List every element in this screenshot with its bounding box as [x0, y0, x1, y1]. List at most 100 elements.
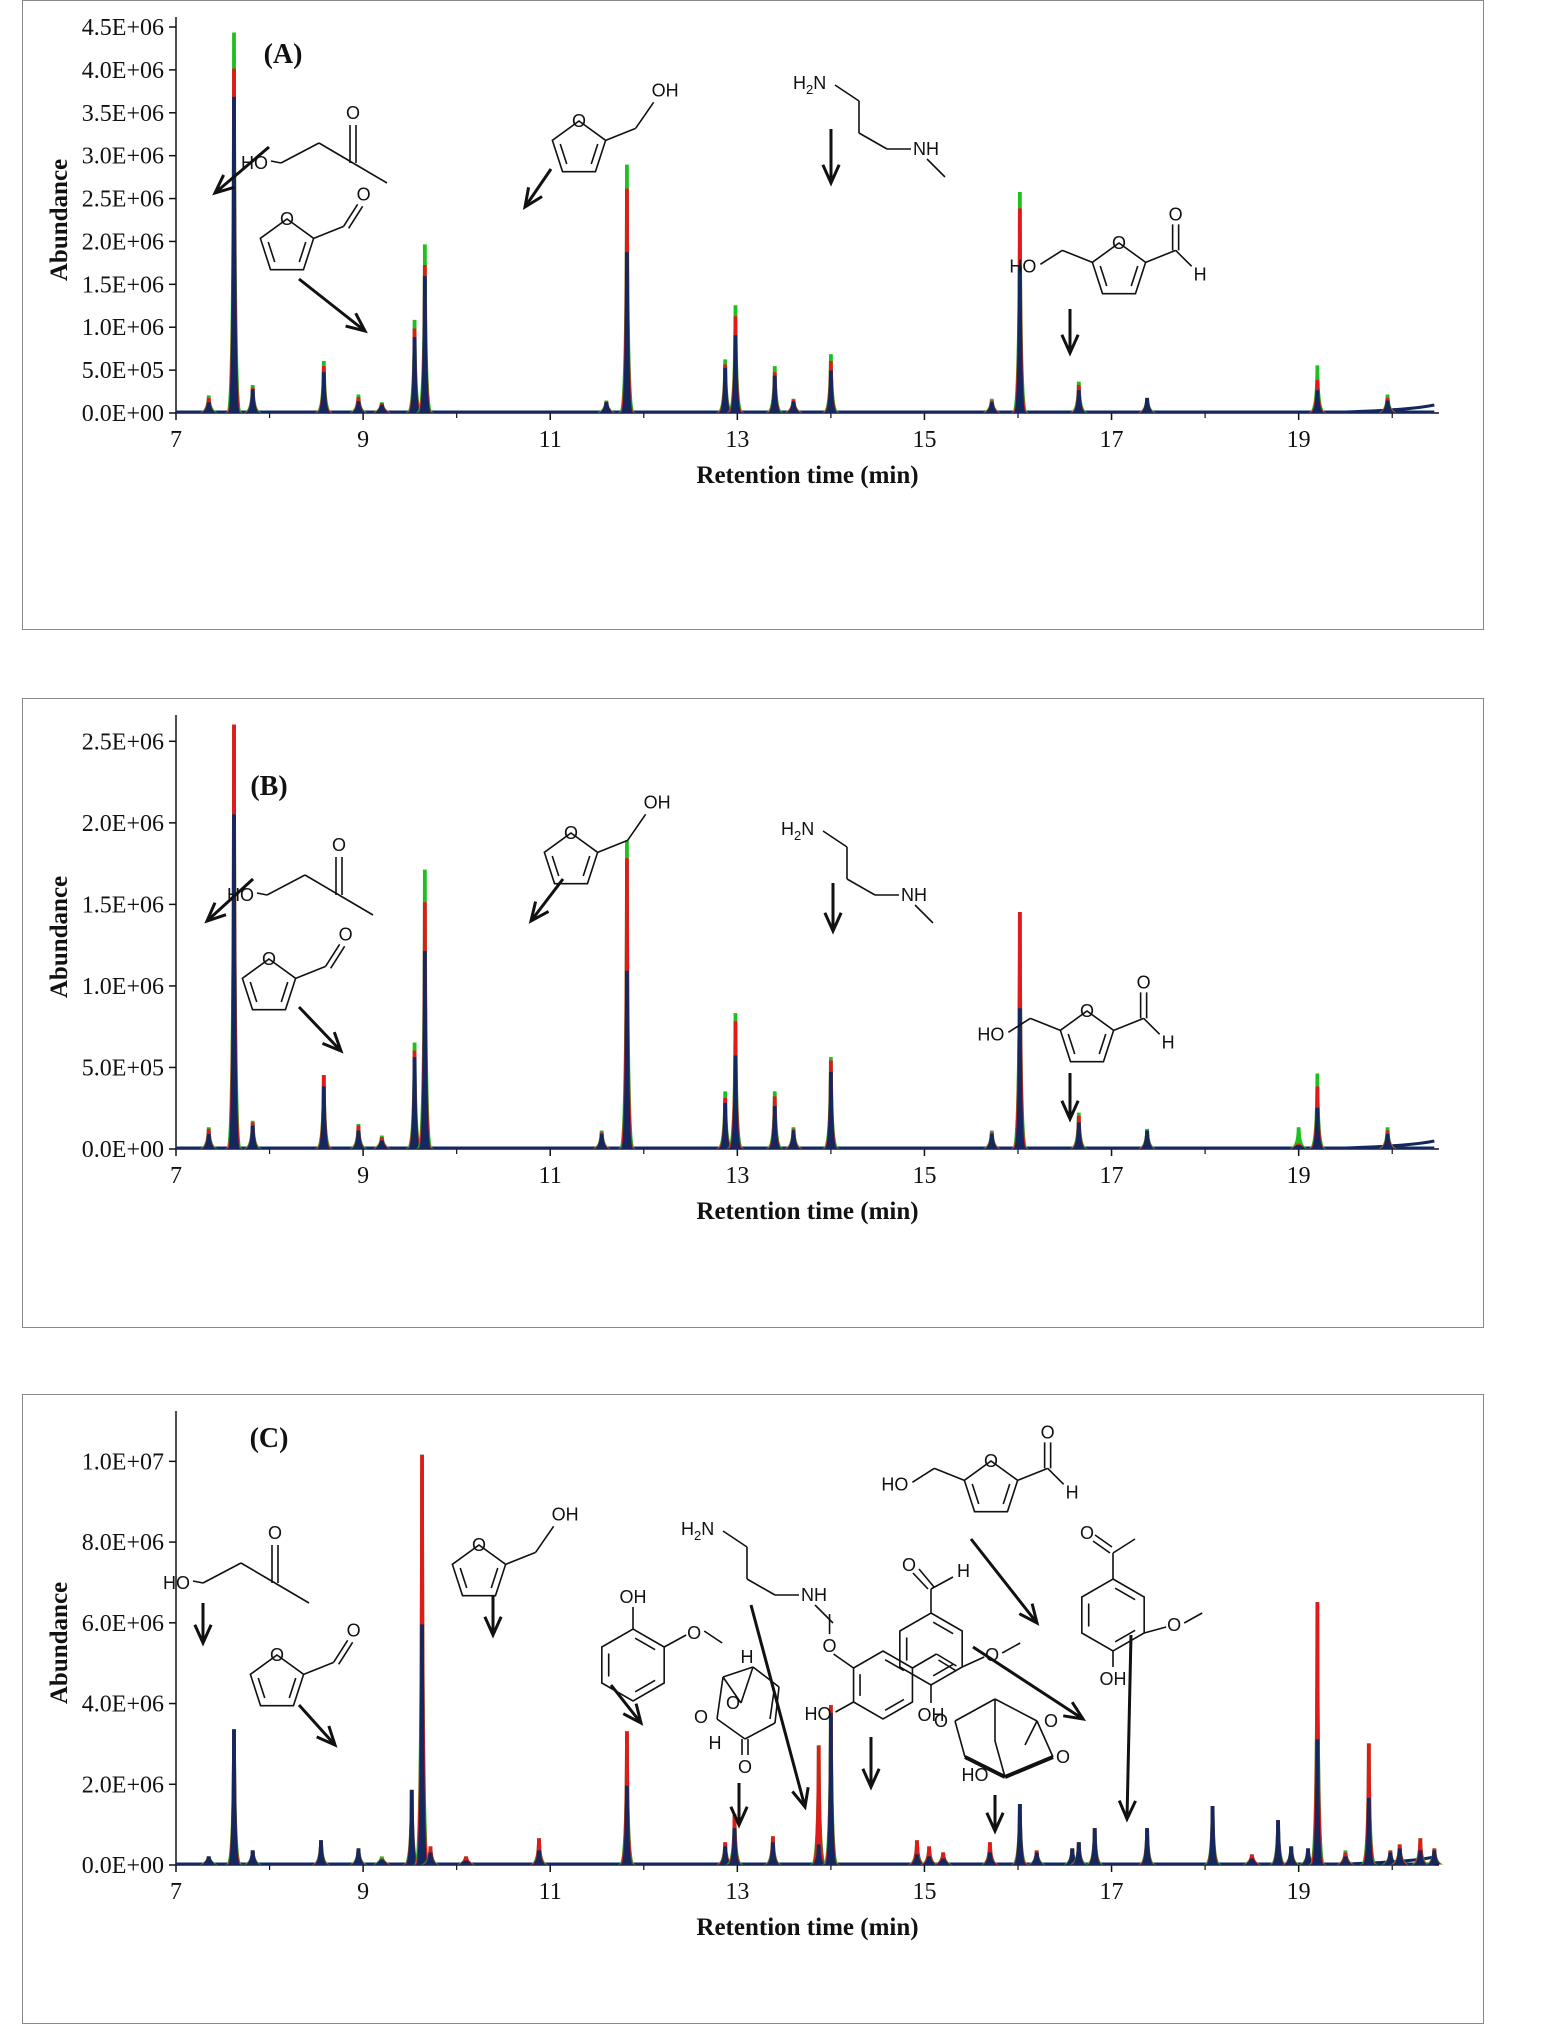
peak-12-series-2	[718, 1846, 732, 1865]
hmf-db1	[1098, 1033, 1107, 1055]
vanillin-ald-o: O	[902, 1555, 916, 1575]
peak-1-series-2	[227, 814, 241, 1149]
furfuryl-bond1	[597, 839, 628, 854]
arrow-furfural	[297, 1703, 337, 1747]
hmf-db1	[1002, 1483, 1011, 1505]
peak-11-series-2	[729, 1055, 742, 1149]
hmf-bond-oh	[1007, 1017, 1031, 1034]
arrow-diamine	[749, 1604, 807, 1808]
peak-16-series-2	[1013, 1008, 1027, 1149]
peak-7-series-2	[418, 276, 432, 413]
guaiacol-oh-label: OH	[620, 1587, 647, 1607]
diamine-bond5	[926, 158, 946, 178]
x-tick-label: 11	[539, 1163, 562, 1189]
furfural-bond	[295, 965, 326, 980]
furfural-co2	[337, 1641, 354, 1665]
furfural-db1	[288, 1677, 297, 1699]
acetovanillone-me-bond	[1112, 1538, 1136, 1554]
arrow-levoglucosan-head	[985, 1812, 1005, 1835]
hmf-ald-o: O	[1041, 1422, 1055, 1442]
peak-15-series-1	[811, 1745, 827, 1865]
acetovanillone-ome-label: O	[1167, 1615, 1181, 1635]
peak-18-series-2	[1140, 1130, 1154, 1149]
arrow-furfural	[297, 1005, 343, 1053]
arrow-hmf-head	[1060, 1100, 1080, 1123]
vinylguaiacol-vinyl1	[912, 1653, 937, 1669]
x-tick-label: 19	[1287, 1879, 1311, 1905]
diamine-bond1	[822, 830, 848, 848]
diamine-bond1	[722, 1530, 748, 1548]
y-tick-label: 8.0E+06	[82, 1530, 164, 1556]
furfuryl-oh-label: OH	[644, 792, 671, 812]
guaiacol-ome-bond	[663, 1634, 687, 1648]
peak-16-series-2	[824, 1713, 838, 1865]
hmf-oh-label: HO	[977, 1024, 1004, 1044]
peak-0-series-2	[202, 402, 216, 413]
hmf-ring	[1059, 1010, 1115, 1063]
peak-5-series-2	[375, 404, 389, 413]
x-tick-label: 19	[1287, 427, 1311, 453]
arrow-furfuryl	[523, 168, 553, 208]
hmf-bond-left	[934, 1467, 965, 1482]
chart-c: 0.0E+00 2.0E+06 4.0E+06 6.0E+06 8.0E+06 1.0E+…	[46, 1411, 1444, 1941]
peak-10-series-2	[718, 367, 732, 413]
furfuryl-ring	[543, 832, 599, 885]
peak-21-series-2	[1013, 1803, 1027, 1865]
hydroxyacetone-oh-label: HO	[227, 885, 254, 905]
vinylguaiacol-oh-label: HO	[805, 1704, 832, 1724]
peak-12-series-2	[768, 375, 782, 413]
furfural-co1	[332, 1639, 349, 1663]
vinylguaiacol-db0	[884, 1658, 905, 1672]
peak-26-series-2	[1140, 1828, 1154, 1865]
y-tick-label: 2.0E+06	[82, 1772, 164, 1798]
furfuryl-bond1	[505, 1551, 536, 1566]
peak-11-series-2	[620, 1785, 634, 1865]
peak-9-series-2	[459, 1860, 473, 1865]
peak-18-series-2	[1140, 397, 1154, 413]
x-tick-label: 17	[1100, 427, 1124, 453]
peak-24-series-2	[1072, 1842, 1086, 1865]
furfuryl-ring-o: O	[564, 823, 578, 843]
furfuryl-bond1	[605, 127, 636, 142]
hmf-bond-oh	[911, 1467, 935, 1484]
arrow-vinylguaiacol-head	[861, 1768, 881, 1791]
x-tick-label: 15	[912, 427, 936, 453]
peak-18-series-1	[921, 1846, 937, 1865]
arrow-hmf-head	[1018, 1603, 1040, 1626]
hmf-db2	[1099, 265, 1108, 287]
hmf-db2	[1067, 1033, 1076, 1055]
furfural-db1	[298, 241, 307, 263]
panel-c: 0.0E+00 2.0E+06 4.0E+06 6.0E+06 8.0E+06 1.0E+…	[22, 1394, 1484, 2024]
hydroxyacetone-bond3	[318, 142, 354, 164]
x-tick-label: 15	[912, 1163, 936, 1189]
arrow-furfuryl	[529, 878, 565, 922]
furfural-co2	[329, 945, 346, 969]
diamine-bond5	[914, 904, 934, 924]
peak-19-series-2	[936, 1858, 950, 1865]
acetovanillone-oh-label: OH	[1100, 1669, 1127, 1689]
peak-38-series-2	[1427, 1850, 1441, 1865]
arrow-furfural-head	[316, 1725, 338, 1748]
peaks-group	[199, 724, 1397, 1149]
chart-a: 0.0E+00 5.0E+05 1.0E+06 1.5E+06 2.0E+06 2.5E+…	[46, 15, 1439, 489]
peak-19-series-0	[1289, 1127, 1308, 1149]
acetovanillone-ome-bond	[1143, 1626, 1167, 1634]
hydroxyacetone-bond3	[304, 874, 340, 896]
x-tick-label: 9	[357, 1163, 369, 1189]
peak-14-series-2	[824, 370, 838, 413]
peak-10-series-2	[532, 1850, 546, 1865]
diamine-bond3	[858, 132, 888, 150]
furfural-ald-o: O	[357, 184, 371, 204]
peak-4-series-2	[352, 1848, 365, 1865]
levoglucosan-b3	[1036, 1720, 1054, 1758]
peak-15-series-2	[985, 1133, 999, 1149]
furfural-ring	[259, 218, 315, 271]
furfuryl-bond2	[534, 1525, 555, 1553]
levoglucosan-o1: O	[934, 1711, 948, 1731]
arrow-vanillin	[972, 1645, 1084, 1721]
peak-17-series-2	[1072, 1122, 1086, 1149]
arrow-levoglucosenone-head	[729, 1806, 749, 1829]
acetovanillone-db1	[1114, 1629, 1136, 1643]
